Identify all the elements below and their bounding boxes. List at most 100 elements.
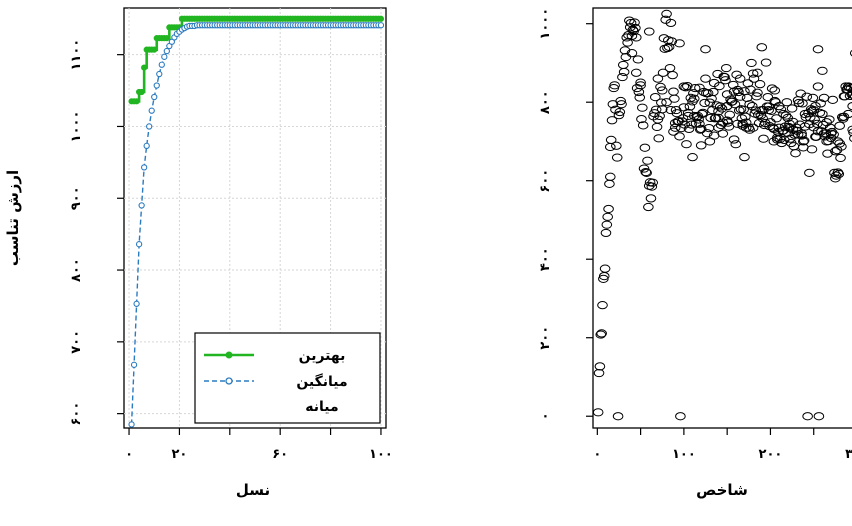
- scatter-point: [719, 72, 730, 82]
- scatter-point: [643, 202, 654, 212]
- x-tick-label: ۶۰: [272, 447, 288, 462]
- scatter-point: [645, 194, 657, 203]
- scatter-point: [752, 68, 763, 77]
- index-scatter-panel: ۰ ۱۰۰ ۲۰۰ ۳۰۰ ۰ ۲۰۰ ۴۰۰ ۶۰۰ ۸۰۰ ۱۰۰۰ شاخص: [538, 7, 852, 499]
- series-mean-point: [128, 421, 135, 428]
- x-tick-label: ۲۰: [171, 447, 187, 462]
- scatter-point: [750, 106, 762, 115]
- legend-best-label: بهترین: [299, 348, 346, 364]
- scatter-point: [771, 114, 782, 123]
- scatter-point: [804, 168, 815, 177]
- y-tick-label: ۹۰۰: [69, 186, 84, 210]
- fitness-chart-panel: ۰ ۲۰ ۶۰ ۱۰۰ ۶۰۰ ۷۰۰ ۸۰۰ ۹۰۰ ۱۰۰۰ ۱۱۰۰ نسل ارزش ت…: [4, 7, 393, 499]
- scatter-point: [827, 95, 839, 104]
- scatter-point: [595, 330, 607, 339]
- scatter-point: [702, 89, 714, 98]
- scatter-point: [594, 362, 606, 371]
- scatter-point: [675, 412, 686, 421]
- scatter-point: [662, 43, 673, 53]
- scatter-point: [652, 74, 664, 83]
- scatter-point: [849, 93, 852, 100]
- y-tick-label: ۶۰۰: [69, 402, 84, 426]
- scatter-point: [684, 102, 696, 111]
- y-tick-label: ۱۰۰۰: [69, 111, 84, 143]
- scatter-point: [814, 108, 826, 117]
- scatter-point: [618, 67, 630, 77]
- scatter-point: [728, 87, 740, 96]
- y-tick-label: ۷۰۰: [69, 330, 84, 354]
- scatter-point: [708, 87, 719, 97]
- scatter-point: [752, 88, 763, 97]
- scatter-point: [669, 94, 680, 103]
- scatter-point: [845, 84, 852, 93]
- scatter-point: [661, 98, 672, 107]
- x-tick-label: ۱۰۰: [369, 447, 393, 462]
- y-tick-label: ۱۱۰۰: [69, 39, 84, 71]
- fitness-y-axis-label: ارزش تناسب: [4, 170, 22, 266]
- scatter-point: [746, 102, 758, 111]
- scatter-point: [769, 86, 781, 95]
- scatter-point: [682, 82, 693, 91]
- scatter-point: [681, 140, 692, 149]
- scatter-point: [847, 102, 852, 111]
- scatter-point: [773, 123, 785, 132]
- scatter-point: [817, 109, 828, 119]
- scatter-point: [762, 93, 774, 102]
- series-mean-point: [156, 70, 163, 78]
- y-tick-label: ۴۰۰: [538, 247, 553, 271]
- x-tick-label: ۱۰۰: [672, 447, 696, 462]
- scatter-point: [830, 147, 841, 156]
- series-mean-point: [148, 107, 155, 114]
- scatter-point: [728, 135, 740, 144]
- scatter-point: [836, 142, 847, 151]
- scatter-point: [810, 102, 821, 111]
- fitness-x-axis-label: نسل: [236, 481, 270, 499]
- series-mean-point: [146, 123, 153, 130]
- scatter-point: [838, 92, 850, 101]
- fitness-legend: بهترین میانگین میانه: [194, 332, 381, 424]
- scatter-point: [694, 119, 705, 128]
- scatter-point: [732, 119, 743, 128]
- scatter-point: [847, 125, 852, 134]
- series-mean-point: [141, 164, 148, 171]
- scatter-point: [606, 116, 618, 125]
- scatter-point: [850, 91, 852, 97]
- scatter-point: [603, 204, 614, 214]
- scatter-point: [705, 113, 717, 123]
- scatter-point: [635, 81, 646, 90]
- scatter-point: [798, 137, 809, 146]
- scatter-point: [790, 149, 801, 158]
- scatter-point: [714, 82, 725, 91]
- scatter-point: [772, 135, 783, 144]
- scatter-point: [849, 134, 852, 142]
- scatter-point: [721, 102, 733, 111]
- scatter-point: [822, 149, 833, 158]
- series-mean-point: [138, 202, 145, 209]
- x-tick-label: ۰: [125, 447, 133, 462]
- series-best-point: [163, 35, 170, 42]
- series-best-point: [151, 46, 158, 53]
- fitness-y-axis: ۶۰۰ ۷۰۰ ۸۰۰ ۹۰۰ ۱۰۰۰ ۱۱۰۰: [69, 39, 124, 426]
- scatter-point: [614, 107, 626, 117]
- scatter-point: [768, 137, 780, 146]
- scatter-point: [796, 131, 807, 140]
- scatter-point: [824, 115, 835, 124]
- legend-box: [194, 332, 381, 424]
- scatter-point: [812, 45, 824, 54]
- scatter-point: [727, 97, 738, 106]
- scatter-point: [657, 68, 669, 77]
- scatter-point: [733, 106, 745, 115]
- y-tick-label: ۱۰۰۰: [538, 8, 553, 40]
- scatter-point: [686, 120, 697, 129]
- scatter-point: [751, 92, 762, 101]
- scatter-point: [806, 145, 818, 154]
- scatter-point: [753, 118, 765, 128]
- fitness-grid: [124, 8, 386, 428]
- y-tick-label: ۰: [538, 412, 553, 420]
- scatter-point: [650, 93, 661, 102]
- scatter-point: [647, 178, 659, 187]
- scatter-point: [849, 49, 852, 57]
- scatter-point: [724, 110, 736, 119]
- scatter-point: [641, 168, 652, 177]
- scatter-point: [716, 104, 728, 113]
